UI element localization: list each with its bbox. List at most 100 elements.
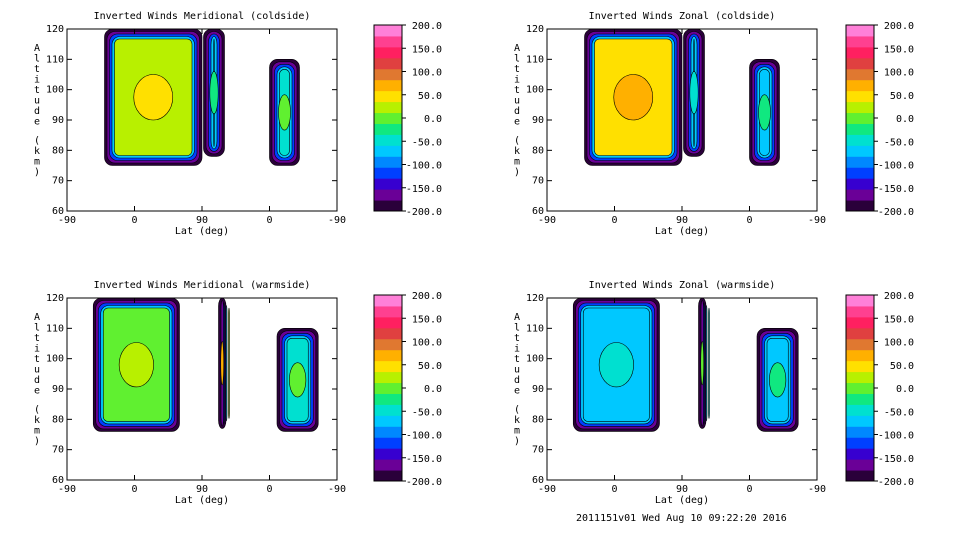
colorbar-swatch bbox=[374, 415, 402, 427]
contour-region bbox=[92, 297, 180, 432]
y-tick-label: 90 bbox=[532, 115, 544, 126]
colorbar-swatch bbox=[846, 25, 874, 37]
colorbar-tick-label: 150.0 bbox=[412, 44, 442, 55]
colorbar-swatch bbox=[846, 327, 874, 340]
y-tick-label: 60 bbox=[52, 475, 64, 486]
y-tick-label: 60 bbox=[532, 475, 544, 486]
colorbar-tick-label: -150.0 bbox=[878, 454, 914, 465]
footer-stamp: 2011151v01 Wed Aug 10 09:22:20 2016 bbox=[576, 513, 787, 524]
colorbar-tick-label: 100.0 bbox=[412, 338, 442, 349]
contour-region bbox=[218, 297, 230, 429]
chart-title: Inverted Winds Zonal (coldside) bbox=[589, 11, 776, 22]
y-tick-label: 110 bbox=[46, 54, 64, 65]
colorbar-tick-label: 50.0 bbox=[418, 361, 442, 372]
contour-line bbox=[598, 342, 634, 388]
colorbar-swatch bbox=[374, 382, 402, 394]
contour-region bbox=[756, 328, 799, 432]
colorbar-swatch bbox=[846, 295, 874, 307]
colorbar-swatch bbox=[846, 178, 874, 190]
colorbar-tick-label: 150.0 bbox=[884, 44, 914, 55]
colorbar-swatch bbox=[374, 25, 402, 37]
colorbar-swatch bbox=[374, 404, 402, 416]
colorbar-swatch bbox=[374, 316, 402, 329]
colorbar-swatch bbox=[374, 134, 402, 146]
colorbar-swatch bbox=[846, 79, 874, 92]
x-tick-label: -90 bbox=[58, 484, 76, 495]
colorbar-swatch bbox=[846, 57, 874, 70]
x-tick-label: -90 bbox=[538, 215, 556, 226]
y-tick-label: 70 bbox=[532, 445, 544, 456]
contour-region bbox=[203, 28, 225, 157]
colorbar-swatch bbox=[846, 393, 874, 405]
x-tick-label: 0 bbox=[611, 215, 617, 226]
x-tick-label: 0 bbox=[611, 484, 617, 495]
colorbar-swatch bbox=[374, 305, 402, 318]
colorbar-swatch bbox=[374, 156, 402, 168]
y-tick-label: 70 bbox=[52, 445, 64, 456]
x-tick-label: 90 bbox=[676, 215, 688, 226]
colorbar-swatch bbox=[374, 35, 402, 48]
colorbar-tick-label: 100.0 bbox=[412, 68, 442, 79]
panel-2: Inverted Winds Zonal (coldside) -90 0 90 0 -9… bbox=[514, 11, 914, 237]
contour-region bbox=[584, 28, 683, 166]
colorbar-tick-label: -50.0 bbox=[884, 407, 914, 418]
colorbar-tick-label: 50.0 bbox=[890, 91, 914, 102]
colorbar-swatch bbox=[846, 134, 874, 146]
x-tick-label: 0 bbox=[131, 215, 137, 226]
y-tick-label: 70 bbox=[52, 176, 64, 187]
colorbar-swatch bbox=[374, 178, 402, 190]
colorbar-tick-label: 50.0 bbox=[418, 91, 442, 102]
colorbar-tick-label: 0.0 bbox=[896, 114, 914, 125]
colorbar-swatch bbox=[846, 338, 874, 351]
colorbar-swatch bbox=[374, 338, 402, 351]
x-axis-label: Lat (deg) bbox=[655, 495, 709, 506]
colorbar-swatch bbox=[374, 123, 402, 135]
colorbar-swatch bbox=[374, 57, 402, 70]
colorbar-tick-label: -200.0 bbox=[406, 477, 442, 488]
colorbar-swatch bbox=[374, 79, 402, 92]
y-tick-label: 90 bbox=[52, 115, 64, 126]
y-tick-label: 120 bbox=[46, 293, 64, 304]
colorbar-tick-label: -150.0 bbox=[406, 184, 442, 195]
colorbar-tick-label: -100.0 bbox=[878, 161, 914, 172]
contour-line bbox=[613, 74, 654, 121]
colorbar-swatch bbox=[846, 316, 874, 329]
colorbar-tick-label: -100.0 bbox=[406, 431, 442, 442]
colorbar-tick-label: -150.0 bbox=[406, 454, 442, 465]
chart-title: Inverted Winds Zonal (warmside) bbox=[589, 280, 776, 291]
x-tick-label: -90 bbox=[328, 215, 346, 226]
y-tick-label: 110 bbox=[46, 323, 64, 334]
colorbar-swatch bbox=[846, 35, 874, 48]
colorbar-swatch bbox=[846, 101, 874, 114]
colorbar-swatch bbox=[846, 156, 874, 168]
colorbar-swatch bbox=[374, 189, 402, 201]
colorbar-swatch bbox=[846, 305, 874, 318]
colorbar-tick-label: 0.0 bbox=[896, 384, 914, 395]
colorbar-tick-label: -100.0 bbox=[406, 161, 442, 172]
chart-title: Inverted Winds Meridional (warmside) bbox=[94, 280, 311, 291]
y-tick-label: 100 bbox=[526, 354, 544, 365]
colorbar-swatch bbox=[374, 90, 402, 103]
chart-title: Inverted Winds Meridional (coldside) bbox=[94, 11, 311, 22]
colorbar-tick-label: 200.0 bbox=[412, 21, 442, 32]
contour-line bbox=[689, 71, 699, 115]
x-tick-label: 0 bbox=[266, 215, 272, 226]
colorbar-swatch bbox=[846, 112, 874, 124]
colorbar-tick-label: -200.0 bbox=[406, 207, 442, 218]
colorbar-swatch bbox=[846, 415, 874, 427]
contour-line bbox=[133, 74, 174, 121]
contour-line bbox=[118, 342, 154, 388]
colorbar-tick-label: 100.0 bbox=[884, 338, 914, 349]
colorbar-swatch bbox=[374, 459, 402, 471]
colorbar-tick-label: -150.0 bbox=[878, 184, 914, 195]
x-tick-label: 90 bbox=[196, 215, 208, 226]
colorbar-swatch bbox=[846, 470, 874, 482]
colorbar-swatch bbox=[374, 112, 402, 124]
colorbar-swatch bbox=[846, 426, 874, 438]
colorbar-swatch bbox=[846, 404, 874, 416]
panel-3: Inverted Winds Meridional (warmside) -90 0… bbox=[34, 280, 442, 506]
